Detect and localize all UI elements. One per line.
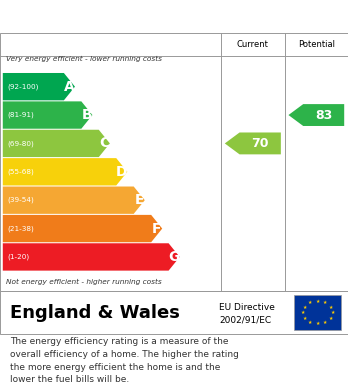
Text: The energy efficiency rating is a measure of the
overall efficiency of a home. T: The energy efficiency rating is a measur… bbox=[10, 337, 239, 384]
Polygon shape bbox=[288, 104, 344, 126]
Bar bbox=[294, 295, 341, 330]
Text: (92-100): (92-100) bbox=[7, 83, 39, 90]
Text: ★: ★ bbox=[323, 300, 327, 305]
Text: E: E bbox=[134, 193, 144, 207]
Text: Very energy efficient - lower running costs: Very energy efficient - lower running co… bbox=[6, 56, 162, 62]
Text: 70: 70 bbox=[252, 137, 269, 150]
Text: ★: ★ bbox=[315, 321, 320, 326]
Text: Current: Current bbox=[237, 40, 269, 49]
Text: EU Directive: EU Directive bbox=[219, 303, 275, 312]
Text: 83: 83 bbox=[315, 109, 332, 122]
Polygon shape bbox=[3, 158, 127, 185]
Text: ★: ★ bbox=[308, 319, 312, 325]
Text: Energy Efficiency Rating: Energy Efficiency Rating bbox=[14, 9, 224, 24]
Text: G: G bbox=[168, 250, 180, 264]
Text: (81-91): (81-91) bbox=[7, 112, 34, 118]
Text: A: A bbox=[64, 80, 75, 94]
Polygon shape bbox=[3, 215, 162, 242]
Text: C: C bbox=[99, 136, 110, 151]
Text: England & Wales: England & Wales bbox=[10, 303, 180, 321]
Text: Not energy efficient - higher running costs: Not energy efficient - higher running co… bbox=[6, 279, 162, 285]
Text: D: D bbox=[116, 165, 127, 179]
Text: ★: ★ bbox=[330, 310, 335, 315]
Polygon shape bbox=[3, 73, 75, 100]
Text: B: B bbox=[81, 108, 92, 122]
Text: 2002/91/EC: 2002/91/EC bbox=[219, 316, 271, 325]
Text: (39-54): (39-54) bbox=[7, 197, 34, 203]
Text: (69-80): (69-80) bbox=[7, 140, 34, 147]
Text: F: F bbox=[152, 222, 161, 235]
Text: ★: ★ bbox=[323, 319, 327, 325]
Text: ★: ★ bbox=[300, 310, 305, 315]
Text: ★: ★ bbox=[302, 316, 307, 321]
Text: ★: ★ bbox=[329, 305, 333, 310]
Polygon shape bbox=[225, 133, 281, 154]
Polygon shape bbox=[3, 187, 145, 214]
Polygon shape bbox=[3, 101, 93, 129]
Polygon shape bbox=[3, 130, 110, 157]
Text: ★: ★ bbox=[329, 316, 333, 321]
Text: ★: ★ bbox=[315, 299, 320, 304]
Text: Potential: Potential bbox=[298, 40, 335, 49]
Polygon shape bbox=[3, 243, 180, 271]
Text: (55-68): (55-68) bbox=[7, 169, 34, 175]
Text: (1-20): (1-20) bbox=[7, 254, 30, 260]
Text: ★: ★ bbox=[302, 305, 307, 310]
Text: (21-38): (21-38) bbox=[7, 225, 34, 232]
Text: ★: ★ bbox=[308, 300, 312, 305]
